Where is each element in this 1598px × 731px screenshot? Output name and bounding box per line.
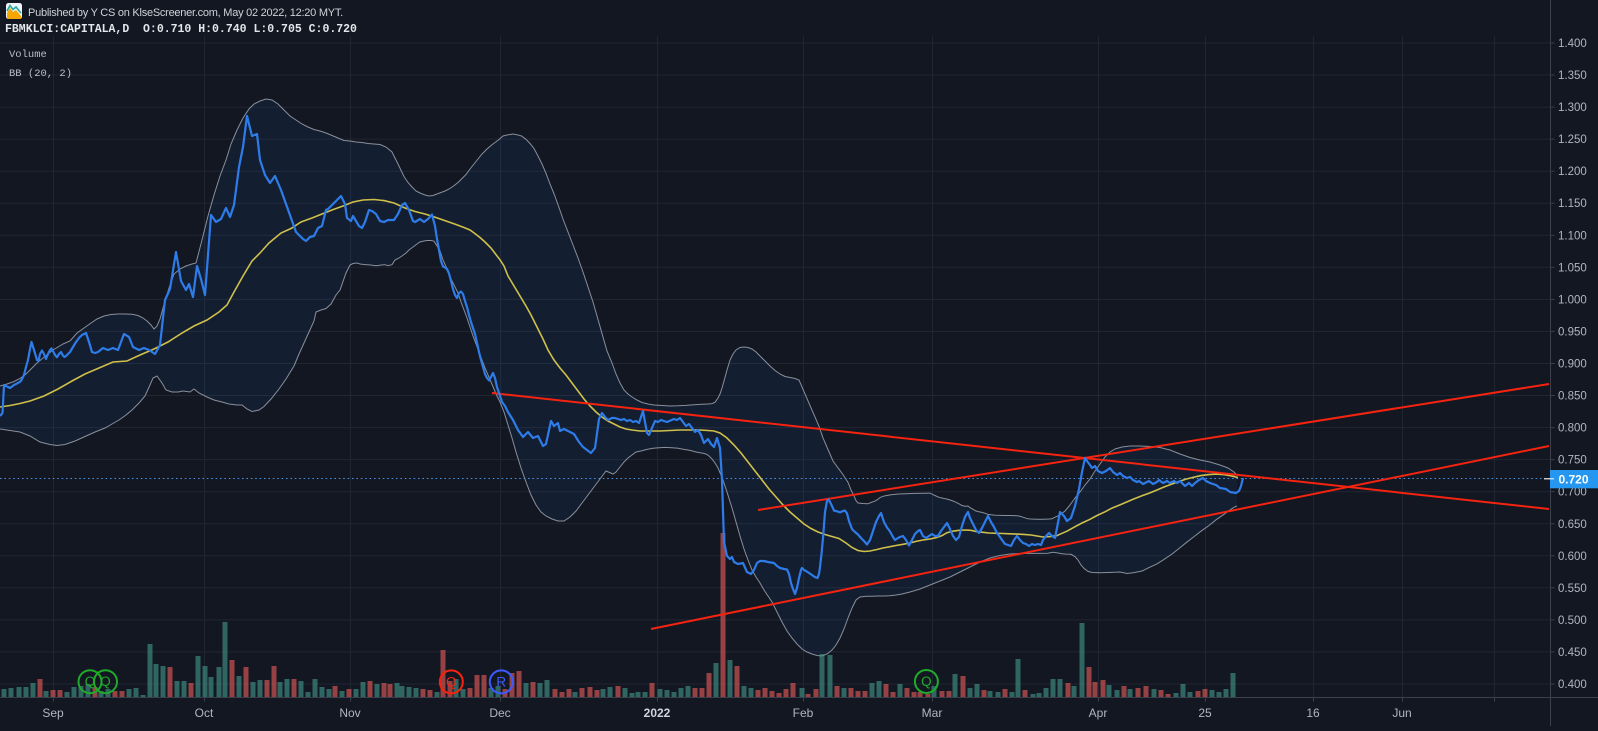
svg-text:2022: 2022 (644, 706, 671, 720)
svg-text:1.400: 1.400 (1558, 38, 1587, 50)
svg-text:0.400: 0.400 (1558, 679, 1587, 691)
svg-text:R: R (496, 674, 506, 689)
svg-text:25: 25 (1198, 706, 1212, 720)
svg-text:Feb: Feb (793, 706, 814, 720)
svg-text:1.100: 1.100 (1558, 230, 1587, 242)
svg-text:0.800: 0.800 (1558, 423, 1587, 435)
svg-text:Oct: Oct (195, 706, 214, 720)
svg-text:Jun: Jun (1392, 706, 1411, 720)
svg-text:0.550: 0.550 (1558, 583, 1587, 595)
svg-text:Volume: Volume (9, 49, 47, 61)
svg-text:1.050: 1.050 (1558, 262, 1587, 274)
svg-text:1.000: 1.000 (1558, 294, 1587, 306)
svg-text:Sep: Sep (42, 706, 64, 720)
svg-text:Apr: Apr (1089, 706, 1108, 720)
svg-text:0.700: 0.700 (1558, 487, 1587, 499)
svg-text:1.300: 1.300 (1558, 102, 1587, 114)
svg-text:0.750: 0.750 (1558, 455, 1587, 467)
svg-text:0.650: 0.650 (1558, 519, 1587, 531)
svg-text:Q: Q (446, 674, 457, 689)
svg-text:Dec: Dec (489, 706, 510, 720)
svg-text:0.500: 0.500 (1558, 615, 1587, 627)
svg-text:0.720: 0.720 (1559, 473, 1589, 487)
svg-text:Published by Y CS on KlseScree: Published by Y CS on KlseScreener.com, M… (28, 7, 343, 19)
svg-text:0.600: 0.600 (1558, 551, 1587, 563)
svg-text:1.250: 1.250 (1558, 134, 1587, 146)
svg-text:Q: Q (100, 674, 111, 689)
svg-text:1.350: 1.350 (1558, 70, 1587, 82)
svg-text:1.150: 1.150 (1558, 198, 1587, 210)
svg-text:0.950: 0.950 (1558, 326, 1587, 338)
svg-text:Mar: Mar (922, 706, 943, 720)
svg-text:BB (20, 2): BB (20, 2) (9, 68, 72, 80)
svg-text:0.900: 0.900 (1558, 359, 1587, 371)
svg-text:FBMKLCI:CAPITALA,D O:0.710 H:: FBMKLCI:CAPITALA,D O:0.710 H:0.740 L:0.7… (5, 23, 357, 36)
svg-text:1.200: 1.200 (1558, 166, 1587, 178)
svg-text:0.850: 0.850 (1558, 391, 1587, 403)
svg-text:Q: Q (921, 674, 932, 689)
svg-text:Nov: Nov (339, 706, 360, 720)
svg-text:Q: Q (85, 674, 96, 689)
svg-text:16: 16 (1306, 706, 1320, 720)
svg-text:0.450: 0.450 (1558, 647, 1587, 659)
